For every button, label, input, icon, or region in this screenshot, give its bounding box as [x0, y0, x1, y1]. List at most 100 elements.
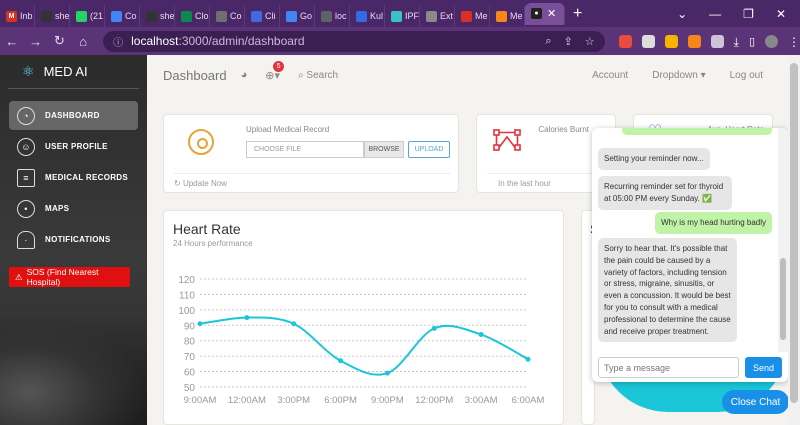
- choose-file-input[interactable]: CHOOSE FILE: [246, 141, 364, 158]
- pen-extension-icon[interactable]: [641, 34, 655, 48]
- chat-messages[interactable]: Setting your reminder now... Recurring r…: [592, 128, 776, 352]
- browser-tab[interactable]: Cli: [245, 5, 280, 27]
- tab-favicon: [41, 10, 52, 22]
- tab-title: Co: [230, 11, 242, 21]
- upload-record-icon: [188, 129, 214, 155]
- browser-tab[interactable]: IPF: [385, 5, 420, 27]
- color-picker-extension-icon[interactable]: [664, 34, 678, 48]
- back-button[interactable]: ←: [5, 33, 19, 49]
- chat-scrollbar[interactable]: [778, 128, 788, 352]
- tab-favicon: [146, 10, 157, 22]
- browser-tab[interactable]: M Inb: [0, 5, 35, 27]
- browser-tab[interactable]: Ext: [420, 5, 455, 27]
- sidebar-item-notifications[interactable]: · NOTIFICATIONS: [9, 225, 138, 254]
- close-tab-icon[interactable]: ✕: [547, 8, 557, 20]
- send-button[interactable]: Send: [745, 357, 782, 378]
- user-icon: ☺: [17, 137, 35, 156]
- forward-button[interactable]: →: [29, 33, 43, 49]
- y-tick-label: 60: [184, 368, 196, 379]
- x-tick-label: 3:00AM: [465, 395, 498, 406]
- update-now-link[interactable]: ↻ Update Now: [174, 173, 450, 188]
- new-tab-button[interactable]: +: [573, 4, 583, 22]
- bell-icon: ·: [17, 230, 35, 249]
- sidebar-item-dashboard[interactable]: ◔ DASHBOARD: [9, 101, 138, 130]
- sidebar-item-label: MAPS: [45, 204, 70, 213]
- data-point: [338, 358, 344, 364]
- tab-title: Ext: [440, 11, 454, 21]
- refresh-icon: ↻: [174, 179, 181, 188]
- tab-favicon: [426, 10, 437, 22]
- browser-tab[interactable]: Co: [105, 5, 140, 27]
- network-icon: [493, 129, 521, 151]
- search-button[interactable]: ⌕ Search: [298, 70, 338, 81]
- tab-favicon: ●: [531, 8, 542, 19]
- globe-notifications-button[interactable]: ⊕▾ 5: [265, 60, 285, 82]
- extensions-bar: ⤓ ▯ ⋮: [618, 34, 800, 49]
- palette-icon[interactable]: ◕: [240, 69, 248, 81]
- y-tick-label: 70: [184, 352, 196, 363]
- account-link[interactable]: Account: [592, 69, 629, 81]
- browser-tab[interactable]: loc: [315, 5, 350, 27]
- chat-scroll-thumb[interactable]: [780, 258, 786, 340]
- browser-tab[interactable]: (21: [70, 5, 105, 27]
- browser-tab[interactable]: Kul: [350, 5, 385, 27]
- tab-title: Kul: [370, 11, 384, 21]
- extension-icon[interactable]: [618, 34, 632, 48]
- tab-favicon: [391, 10, 402, 22]
- restore-button[interactable]: ❐: [743, 6, 754, 21]
- tab-search-icon[interactable]: ⌄: [677, 6, 688, 21]
- browser-tab[interactable]: Co: [210, 5, 245, 27]
- tab-favicon: [496, 10, 507, 22]
- close-chat-button[interactable]: Close Chat: [722, 390, 789, 414]
- upload-card-label: Upload Medical Record: [246, 125, 330, 134]
- reload-button[interactable]: ↻: [54, 33, 65, 48]
- sos-button[interactable]: ⚠ SOS (Find Nearest Hospital): [9, 267, 130, 287]
- tab-favicon: M: [6, 10, 17, 22]
- side-panel-icon[interactable]: ▯: [748, 35, 755, 48]
- download-icon[interactable]: ⤓: [733, 34, 739, 49]
- bookmark-star-icon[interactable]: ☆: [584, 35, 595, 48]
- menu-icon[interactable]: ⋮: [788, 34, 800, 49]
- logout-link[interactable]: Log out: [729, 69, 763, 81]
- upload-button[interactable]: UPLOAD: [408, 141, 450, 158]
- profile-avatar[interactable]: [765, 34, 778, 48]
- dropdown-menu[interactable]: Dropdown ▾: [652, 70, 705, 81]
- sidebar-item-label: DASHBOARD: [45, 111, 100, 120]
- zoom-icon[interactable]: ⌕: [545, 34, 552, 47]
- clipboard-icon: ≡: [17, 168, 35, 187]
- minimize-button[interactable]: —: [709, 6, 722, 21]
- page-scroll-thumb[interactable]: [790, 63, 798, 403]
- tab-favicon: [76, 10, 87, 22]
- browser-tab[interactable]: Me: [455, 5, 490, 27]
- search-icon: ⌕: [298, 69, 304, 81]
- address-bar-row: ← → ↻ ⌂ ⓘ localhost:3000/admin/dashboard…: [0, 27, 800, 55]
- sidebar-item-medical-records[interactable]: ≡ MEDICAL RECORDS: [9, 163, 138, 192]
- chat-message-input[interactable]: Type a message: [598, 357, 739, 378]
- sidebar-item-user-profile[interactable]: ☺ USER PROFILE: [9, 132, 138, 161]
- address-bar[interactable]: ⓘ localhost:3000/admin/dashboard ⌕ ⇪ ☆: [103, 30, 605, 52]
- tab-favicon: [461, 10, 472, 22]
- browser-tab[interactable]: she: [140, 5, 175, 27]
- browser-tab[interactable]: Go: [280, 5, 315, 27]
- metamask-extension-icon[interactable]: [687, 34, 701, 48]
- active-tab[interactable]: ● ✕: [525, 2, 565, 25]
- chat-message-user-partial: [622, 128, 772, 135]
- page-scrollbar[interactable]: [788, 55, 800, 425]
- close-window-button[interactable]: ✕: [775, 6, 786, 21]
- home-button[interactable]: ⌂: [79, 33, 88, 49]
- tab-title: IPF: [405, 11, 420, 21]
- extensions-puzzle-icon[interactable]: [710, 34, 724, 48]
- data-point: [244, 315, 250, 321]
- x-tick-label: 9:00PM: [371, 395, 404, 406]
- sidebar-item-maps[interactable]: • MAPS: [9, 194, 138, 223]
- browser-tab[interactable]: she: [35, 5, 70, 27]
- share-icon[interactable]: ⇪: [563, 35, 573, 48]
- browse-button[interactable]: BROWSE: [364, 141, 404, 158]
- browser-tab[interactable]: Clo: [175, 5, 210, 27]
- site-info-icon[interactable]: ⓘ: [113, 37, 124, 49]
- browser-tab[interactable]: Me: [490, 5, 525, 27]
- warning-icon: ⚠: [15, 271, 23, 282]
- brand[interactable]: ⚛ MED AI: [8, 55, 139, 89]
- sidebar: ⚛ MED AI ◔ DASHBOARD ☺ USER PROFILE ≡ ME…: [0, 55, 147, 425]
- sidebar-item-label: USER PROFILE: [45, 142, 108, 151]
